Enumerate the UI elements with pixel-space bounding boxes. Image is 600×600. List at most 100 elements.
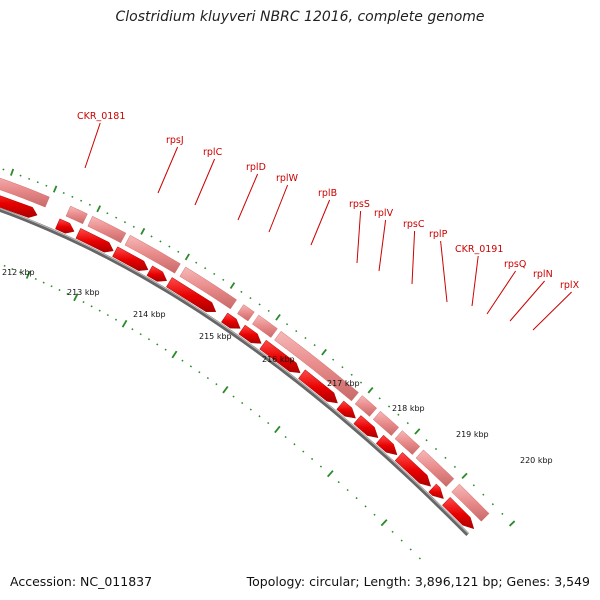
gene-label: rplN: [533, 269, 553, 280]
label-leader: [532, 291, 572, 331]
scale-tick: [222, 385, 229, 394]
gene-label: rplP: [429, 229, 448, 240]
position-tick: [491, 503, 494, 506]
position-tick: [295, 329, 298, 333]
position-tick: [115, 216, 118, 219]
scale-tick: [215, 383, 218, 386]
cds-band-track: [0, 177, 490, 522]
scale-tick: [418, 557, 421, 560]
gene-label: rplV: [374, 208, 394, 219]
position-tick: [249, 297, 252, 300]
position-tick: [168, 245, 171, 248]
gene-arrow: [221, 312, 241, 329]
position-tick: [28, 177, 31, 180]
scale-tick: [25, 270, 31, 279]
scale-tick: [106, 314, 109, 317]
gene-arrow: [259, 339, 301, 374]
label-leader: [356, 210, 362, 264]
gene-arrow: [112, 246, 149, 271]
map-title: Clostridium kluyveri NBRC 12016, complet…: [115, 9, 485, 25]
position-tick: [378, 397, 381, 400]
scale-tick: [380, 519, 388, 527]
scale-tick: [409, 548, 412, 551]
position-tick: [19, 174, 22, 177]
gene-label: rplB: [318, 188, 337, 199]
position-tick: [350, 373, 353, 376]
scale-tick: [114, 318, 118, 321]
position-tick: [313, 344, 316, 347]
position-tick: [472, 484, 475, 487]
gene-label: rplC: [203, 147, 223, 158]
position-tick: [285, 323, 289, 326]
gene-arrow: [0, 195, 38, 218]
position-tick: [184, 253, 190, 261]
kbp-label: 219 kbp: [456, 430, 489, 439]
genome-map[interactable]: CKR_0181 rpsJ rplC rplD rplW rplB rpsS rplV rpsC…: [0, 0, 600, 560]
position-tick: [62, 191, 65, 195]
label-leader: [237, 173, 259, 221]
label-leaders: [84, 122, 572, 331]
cds-band: [252, 314, 278, 338]
label-leader: [310, 199, 331, 246]
cds-band: [394, 430, 421, 455]
position-tick: [150, 235, 153, 238]
scale-tick: [249, 408, 252, 411]
gene-label-layer: CKR_0181 rpsJ rplC rplD rplW rplB rpsS rplV rpsC…: [77, 111, 580, 291]
scale-tick: [156, 343, 159, 346]
label-leader: [378, 219, 387, 272]
cds-band: [87, 215, 127, 244]
scale-tick: [206, 377, 209, 380]
position-tick: [434, 447, 438, 451]
gene-arrow: [146, 265, 168, 282]
scale-tick: [34, 278, 37, 281]
label-leader: [157, 146, 179, 194]
label-leader: [486, 270, 517, 315]
scale-tick: [164, 348, 167, 351]
position-tick: [195, 261, 198, 264]
position-tick: [444, 456, 447, 459]
scale-tick: [198, 371, 201, 374]
gene-label: rplD: [246, 162, 266, 173]
position-tick: [406, 422, 409, 425]
gene-arrow: [353, 415, 379, 439]
scale-tick: [302, 450, 305, 453]
scale-tick: [293, 443, 296, 446]
kbp-label: 212 kbp: [2, 268, 35, 277]
scale-tick: [181, 359, 184, 362]
position-tick: [204, 267, 207, 270]
gene-arrow: [428, 483, 444, 499]
scale-tick: [337, 481, 340, 484]
position-tick: [159, 240, 162, 243]
position-tick: [240, 290, 243, 293]
scale-tick: [66, 292, 69, 295]
position-tick: [508, 520, 516, 527]
scale-tick: [147, 338, 151, 341]
position-tick: [71, 195, 74, 198]
kbp-label: 216 kbp: [262, 355, 295, 364]
scale-tick: [232, 395, 235, 398]
cds-band: [354, 395, 378, 417]
gene-arrow: [55, 218, 75, 234]
position-tick: [36, 181, 39, 184]
gene-arrow-track: [0, 195, 475, 530]
cds-band: [415, 449, 455, 487]
position-tick: [482, 493, 485, 496]
gene-arrow: [238, 324, 262, 344]
position-tick: [341, 366, 344, 369]
position-tick: [397, 413, 400, 416]
position-tick: [453, 465, 457, 468]
position-tick: [275, 313, 281, 321]
label-leader: [268, 184, 289, 233]
gene-arrow: [442, 496, 475, 530]
gene-arrow: [75, 228, 114, 253]
position-tick: [258, 303, 261, 306]
scale-tick: [258, 415, 261, 418]
label-leader: [84, 122, 101, 169]
scale-tick: [364, 505, 367, 508]
scale-tick: [58, 289, 61, 292]
position-tick: [461, 472, 468, 479]
cds-band: [237, 304, 255, 322]
accession-text: Accession: NC_011837: [10, 574, 153, 589]
scale-label-layer: 212 kbp 213 kbp 214 kbp 215 kbp 216 kbp 217 k…: [2, 268, 553, 465]
scale-tick: [121, 319, 128, 328]
